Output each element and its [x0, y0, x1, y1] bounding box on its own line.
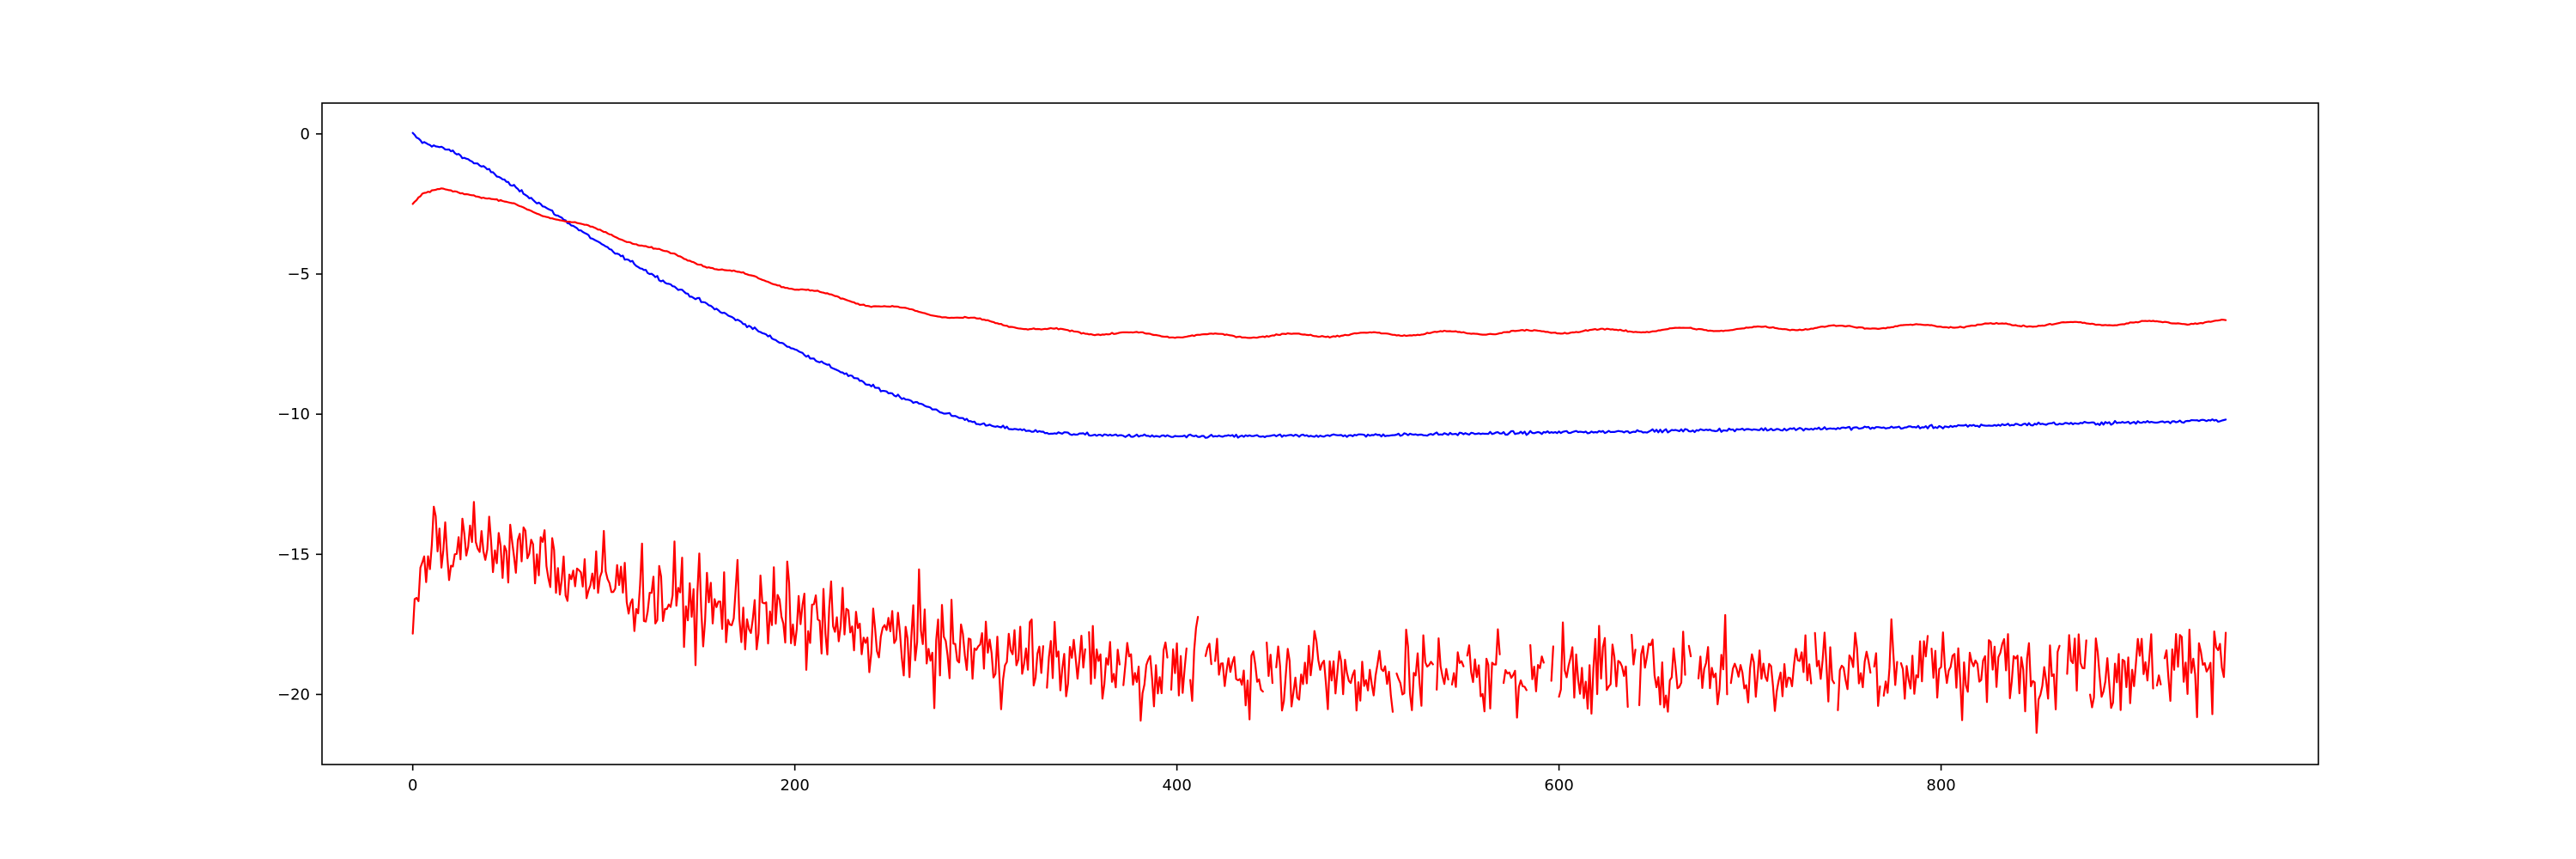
- plot-frame: [321, 102, 2319, 765]
- x-tick-label: 600: [1544, 777, 1573, 795]
- series-line-2: [411, 187, 2227, 339]
- x-tick-label: 400: [1162, 777, 1191, 795]
- x-tick-label: 200: [780, 777, 809, 795]
- plot-series: [411, 131, 2227, 734]
- y-tick-label: −15: [277, 545, 310, 564]
- y-tick-label: −10: [277, 405, 310, 423]
- series-line-1: [411, 131, 2227, 439]
- y-tick-label: −5: [287, 265, 310, 283]
- y-tick-label: 0: [301, 125, 310, 143]
- y-tick-label: −20: [277, 685, 310, 704]
- x-tick-label: 0: [408, 777, 417, 795]
- y-axis: 0 −5 −10 −15 −20: [277, 125, 322, 704]
- x-axis: 0 200 400 600 800: [408, 765, 1956, 795]
- x-tick-label: 800: [1926, 777, 1955, 795]
- series-line-3: [411, 501, 2227, 734]
